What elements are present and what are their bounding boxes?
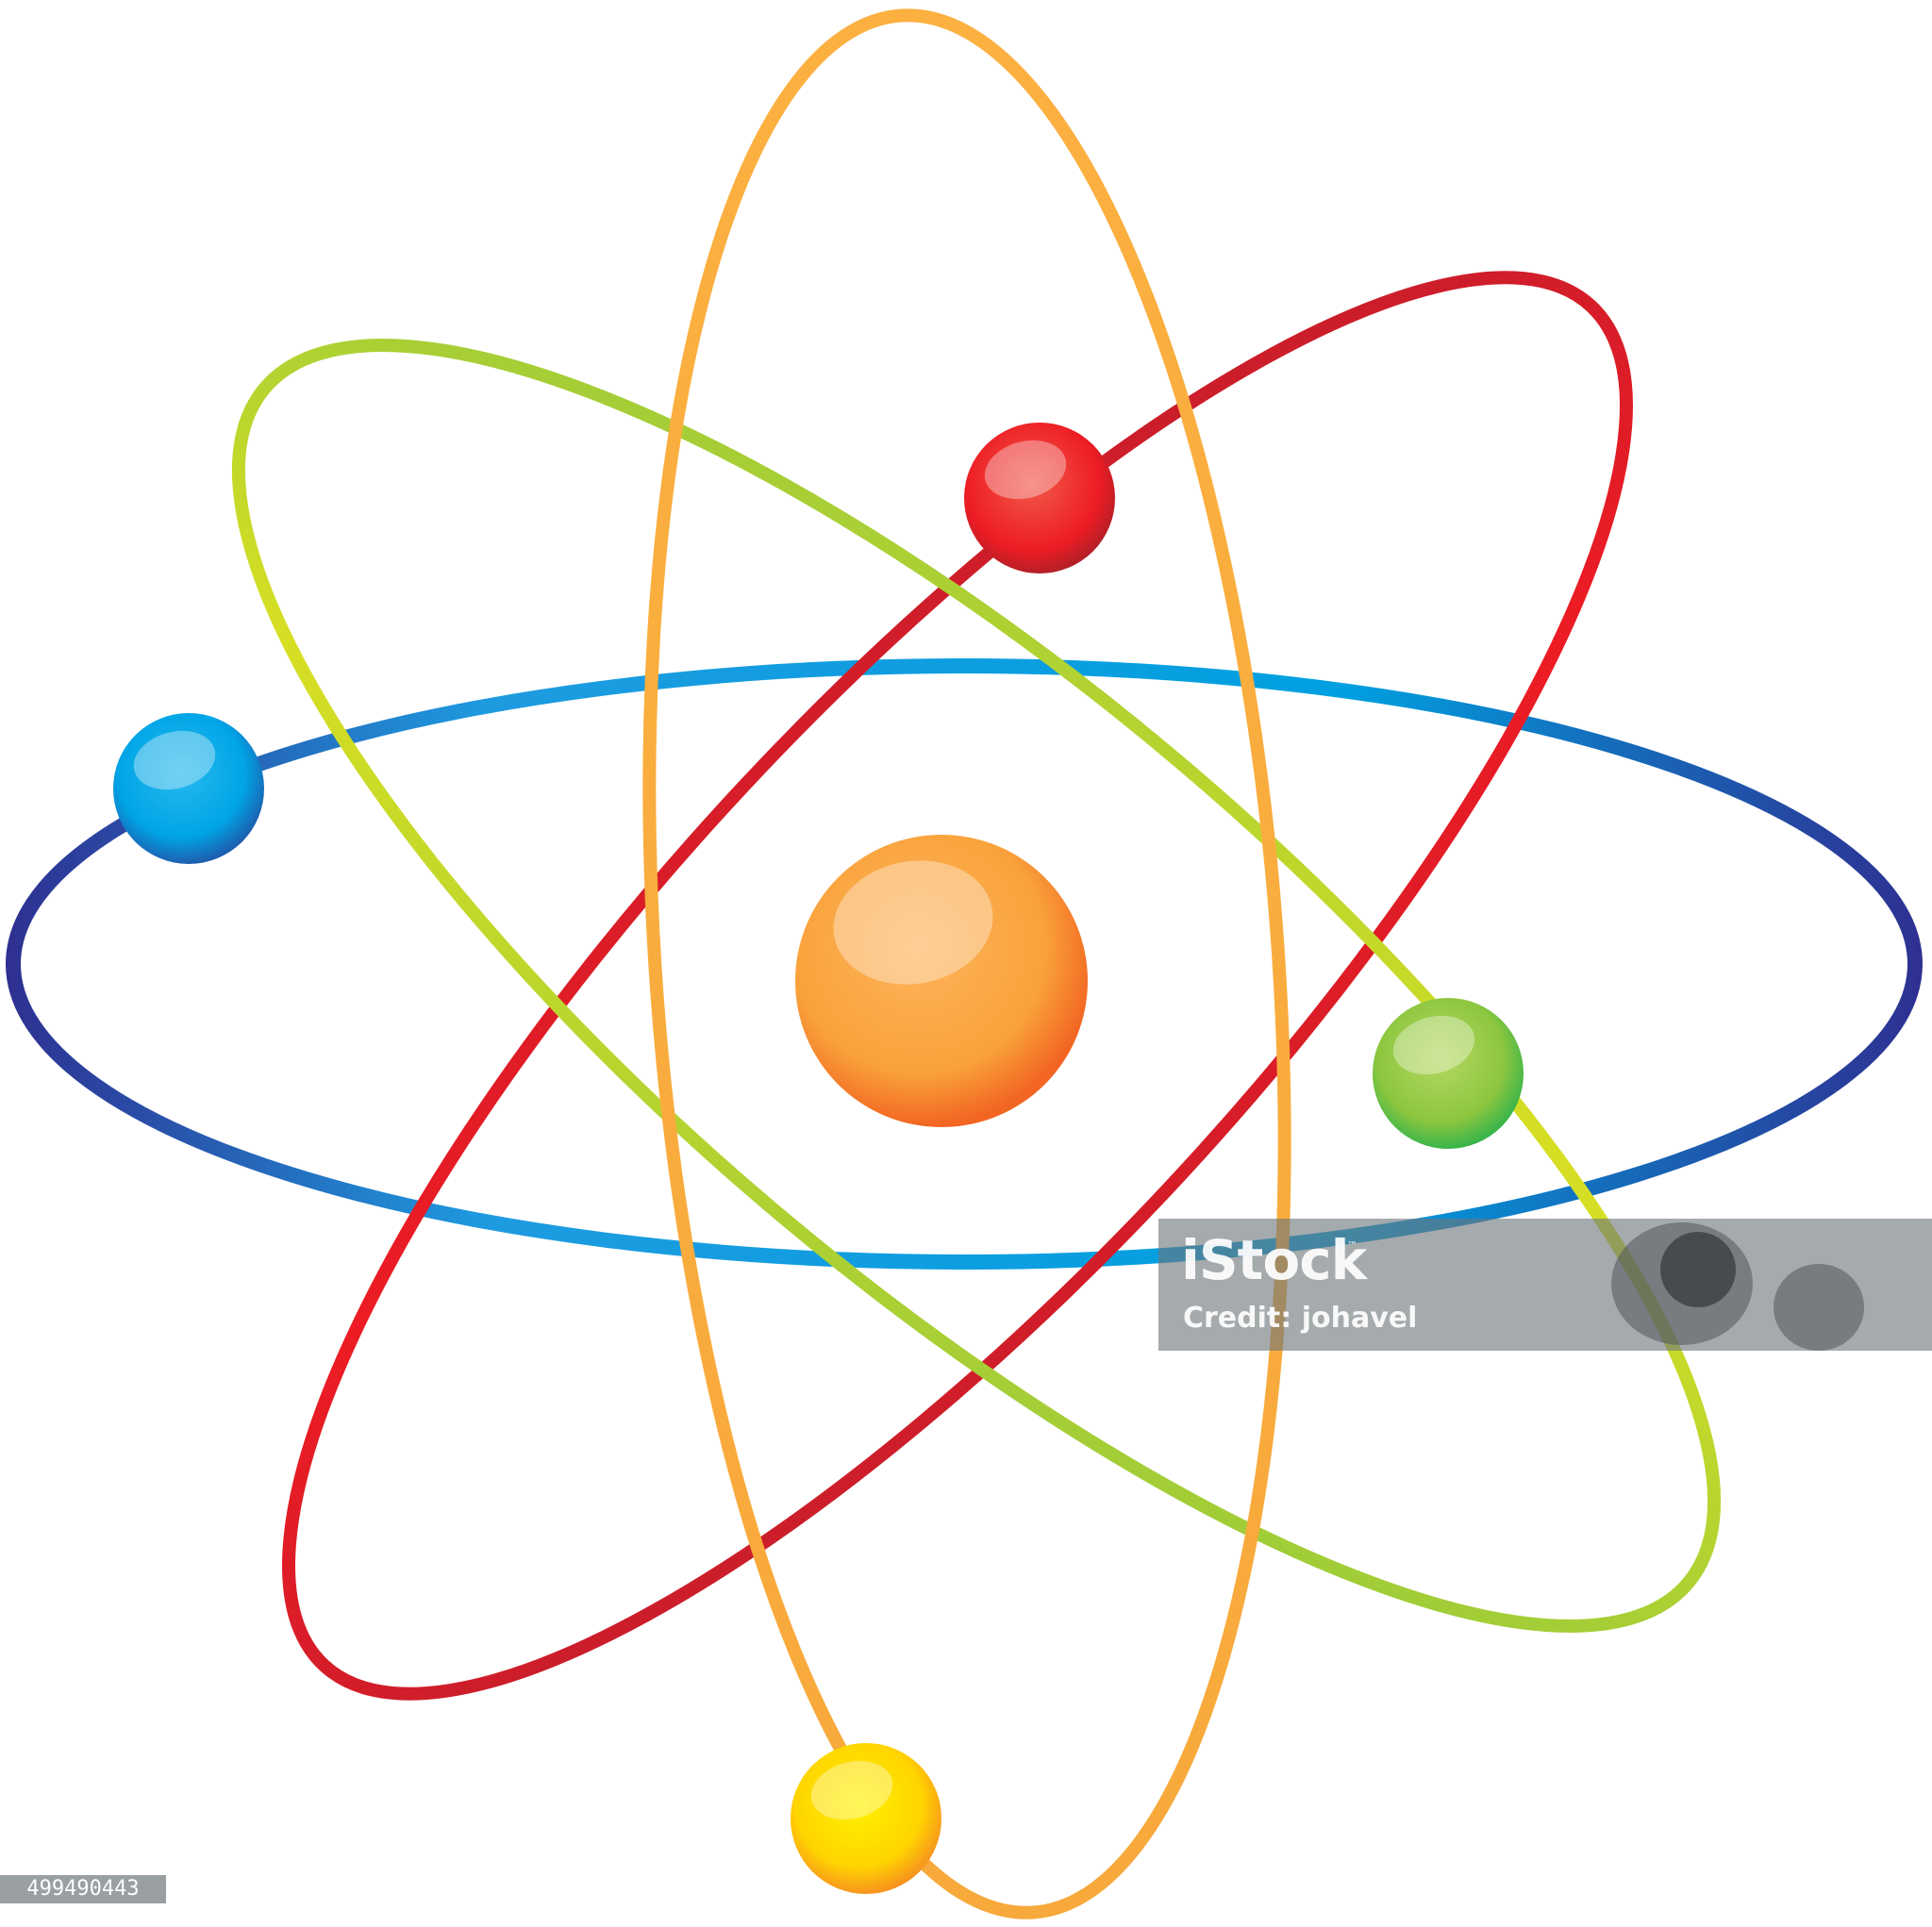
yellow-electron — [791, 1743, 941, 1894]
watermark-credit: Credit: johavel — [1183, 1302, 1418, 1335]
blue-electron — [113, 713, 264, 864]
watermark-trademark: ™ — [1347, 1239, 1357, 1252]
watermark-brand: iStock — [1181, 1228, 1367, 1292]
yellow-orbit — [642, 8, 1291, 1919]
nucleus — [795, 835, 1088, 1127]
watermark-circle — [1660, 1232, 1736, 1307]
image-id-label: 499490443 — [0, 1875, 166, 1903]
red-orbit — [282, 271, 1633, 1701]
green-electron — [1373, 998, 1524, 1149]
red-electron — [964, 423, 1115, 573]
green-orbit — [231, 339, 1722, 1633]
blue-orbit — [6, 658, 1923, 1270]
watermark-circle — [1774, 1264, 1864, 1351]
